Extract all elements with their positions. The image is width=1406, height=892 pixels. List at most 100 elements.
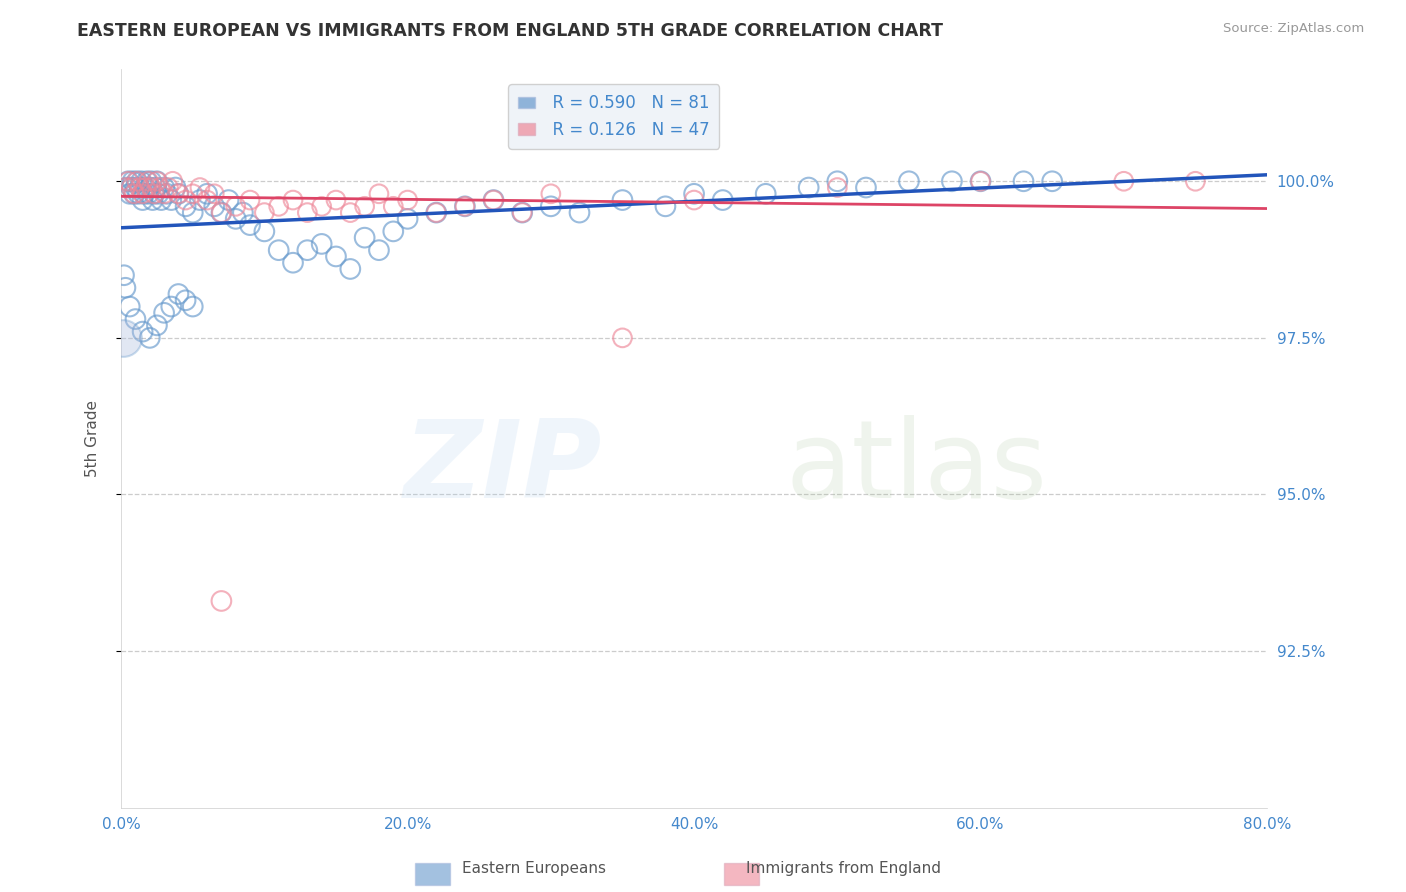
Point	[218, 193, 240, 207]
Text: atlas: atlas	[786, 415, 1047, 521]
Point	[568, 205, 591, 219]
Point	[540, 199, 562, 213]
Point	[969, 174, 991, 188]
Point	[143, 186, 166, 201]
Point	[382, 224, 405, 238]
Point	[153, 186, 176, 201]
Point	[125, 174, 148, 188]
Point	[127, 186, 149, 201]
Text: EASTERN EUROPEAN VS IMMIGRANTS FROM ENGLAND 5TH GRADE CORRELATION CHART: EASTERN EUROPEAN VS IMMIGRANTS FROM ENGL…	[77, 22, 943, 40]
Text: Source: ZipAtlas.com: Source: ZipAtlas.com	[1223, 22, 1364, 36]
Point	[188, 193, 211, 207]
Point	[711, 193, 734, 207]
Point	[153, 306, 176, 320]
Point	[146, 174, 169, 188]
Point	[122, 186, 145, 201]
Point	[156, 186, 179, 201]
Point	[142, 193, 165, 207]
Point	[683, 193, 706, 207]
Point	[612, 193, 634, 207]
Point	[1112, 174, 1135, 188]
Point	[202, 199, 225, 213]
Point	[162, 174, 184, 188]
Point	[114, 180, 136, 194]
Point	[209, 205, 232, 219]
Point	[425, 205, 447, 219]
Point	[148, 186, 170, 201]
Point	[132, 186, 155, 201]
Point	[827, 180, 849, 194]
Point	[1184, 174, 1206, 188]
Point	[396, 211, 419, 226]
Point	[121, 174, 143, 188]
Point	[181, 205, 204, 219]
Point	[353, 199, 375, 213]
Point	[382, 199, 405, 213]
Point	[135, 174, 157, 188]
Point	[325, 249, 347, 263]
Point	[112, 331, 135, 345]
Point	[149, 180, 172, 194]
Point	[253, 224, 276, 238]
Point	[146, 174, 169, 188]
Point	[482, 193, 505, 207]
Point	[1040, 174, 1063, 188]
Point	[120, 180, 142, 194]
Point	[150, 193, 173, 207]
Point	[115, 180, 138, 194]
Point	[510, 205, 533, 219]
Point	[124, 312, 146, 326]
Point	[311, 199, 333, 213]
Point	[138, 174, 160, 188]
Point	[134, 180, 156, 194]
Point	[124, 180, 146, 194]
Point	[232, 205, 254, 219]
Point	[117, 174, 139, 188]
Point	[540, 186, 562, 201]
Point	[368, 243, 391, 257]
Point	[141, 180, 163, 194]
Point	[281, 193, 304, 207]
Point	[131, 186, 153, 201]
Point	[297, 243, 319, 257]
Point	[454, 199, 477, 213]
Point	[827, 174, 849, 188]
Y-axis label: 5th Grade: 5th Grade	[86, 400, 100, 476]
Point	[202, 186, 225, 201]
Text: Eastern Europeans: Eastern Europeans	[463, 861, 606, 876]
Point	[425, 205, 447, 219]
Point	[118, 186, 141, 201]
Point	[167, 287, 190, 301]
Point	[396, 193, 419, 207]
Point	[122, 186, 145, 201]
Point	[120, 180, 142, 194]
Point	[112, 268, 135, 283]
Point	[1012, 174, 1035, 188]
Point	[239, 193, 262, 207]
Legend:   R = 0.590   N = 81,   R = 0.126   N = 47: R = 0.590 N = 81, R = 0.126 N = 47	[509, 84, 720, 149]
Point	[165, 180, 187, 194]
Point	[128, 180, 150, 194]
Point	[188, 180, 211, 194]
Point	[454, 199, 477, 213]
Point	[153, 180, 176, 194]
Point	[297, 205, 319, 219]
Point	[941, 174, 963, 188]
Point	[612, 331, 634, 345]
Point	[195, 186, 218, 201]
Point	[855, 180, 877, 194]
Point	[138, 186, 160, 201]
Point	[167, 186, 190, 201]
Point	[160, 193, 183, 207]
Point	[225, 211, 247, 226]
Point	[128, 180, 150, 194]
Point	[969, 174, 991, 188]
Point	[755, 186, 778, 201]
Point	[654, 199, 676, 213]
Point	[131, 325, 153, 339]
Point	[353, 230, 375, 244]
Point	[797, 180, 820, 194]
Point	[225, 199, 247, 213]
Point	[239, 218, 262, 232]
Text: Immigrants from England: Immigrants from England	[747, 861, 941, 876]
